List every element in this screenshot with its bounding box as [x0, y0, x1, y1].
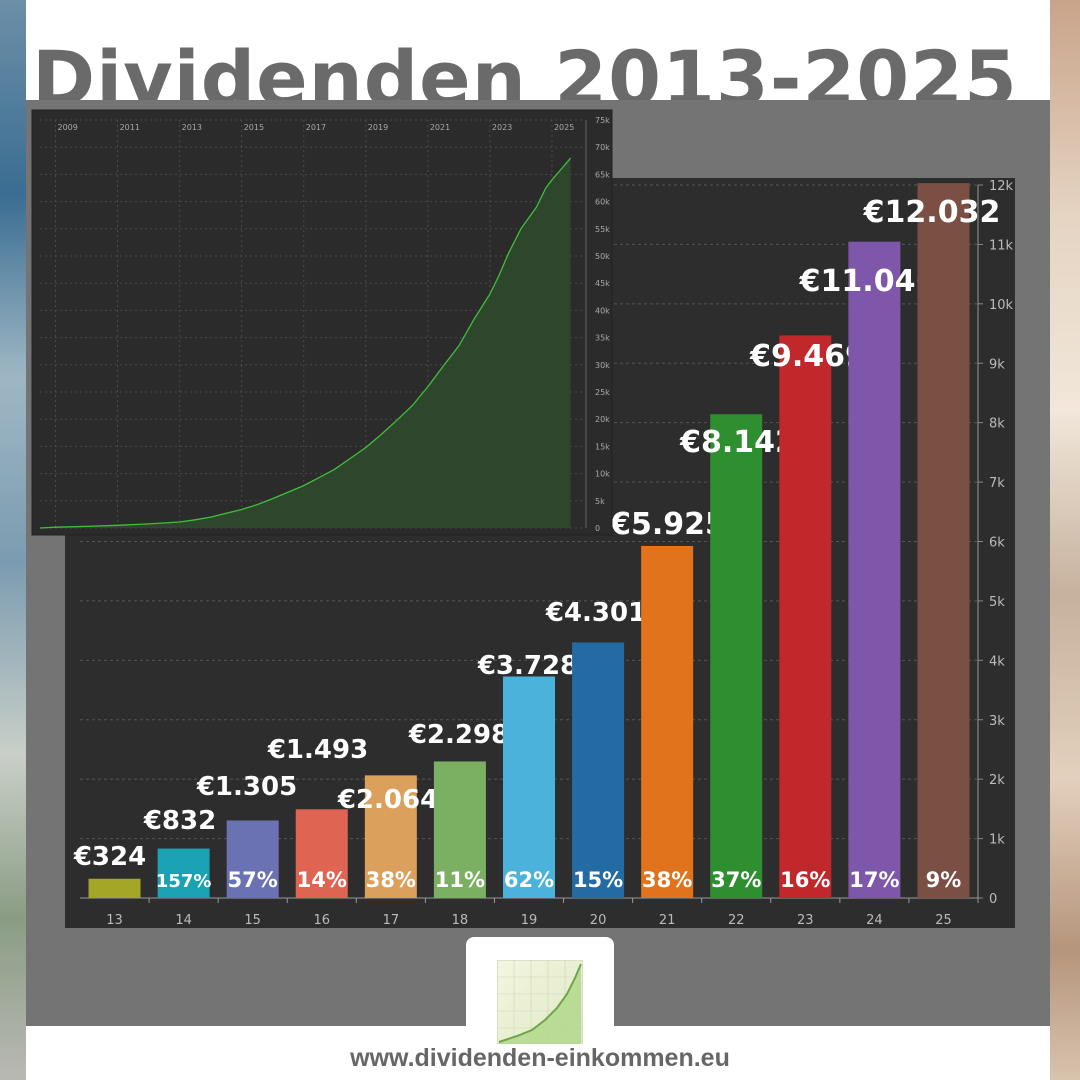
area-y-tick-label: 35k — [595, 334, 610, 343]
value-label: €8.142 — [679, 425, 796, 460]
bar — [364, 775, 417, 898]
bar — [641, 545, 694, 898]
area-y-tick-label: 65k — [595, 170, 610, 179]
y-tick-label: 11k — [989, 238, 1014, 253]
area-chart: 0 5k 10k 15k 20k 25k 30k 35k 40k 45k 50k 55k 60k 65k 7… — [31, 109, 613, 536]
x-tick-label: 21 — [659, 913, 676, 928]
x-tick-label: 17 — [383, 913, 400, 928]
x-tick-label: 15 — [244, 913, 261, 928]
growth-label: 9% — [926, 868, 962, 892]
bar — [917, 183, 970, 899]
y-tick-label: 9k — [989, 357, 1005, 372]
growth-label: 16% — [780, 868, 830, 892]
bar — [157, 848, 210, 898]
area-y-tick-label: 75k — [595, 116, 610, 125]
value-label: €11.046 — [799, 264, 937, 299]
area-y-tick-label: 20k — [595, 415, 610, 424]
bar — [779, 335, 832, 899]
x-tick-label: 13 — [106, 913, 123, 928]
y-tick-label: 8k — [989, 417, 1005, 432]
value-label: €5.925 — [609, 507, 726, 542]
x-tick-label: 19 — [521, 913, 538, 928]
value-label: €12.032 — [863, 195, 1001, 230]
area-x-tick-label: 2017 — [306, 123, 326, 132]
bar — [88, 878, 141, 898]
x-tick-label: 25 — [935, 913, 952, 928]
footer-url[interactable]: www.dividenden-einkommen.eu — [350, 1044, 730, 1072]
growth-label: 38% — [642, 868, 692, 892]
growth-label: 14% — [297, 868, 347, 892]
value-label: €2.298 — [408, 720, 509, 750]
value-label: €832 — [143, 806, 216, 836]
bar — [503, 676, 555, 898]
bar — [572, 642, 625, 898]
growth-label: 17% — [849, 868, 899, 892]
value-label: €1.493 — [267, 735, 368, 765]
area-y-tick-label: 10k — [595, 470, 610, 479]
x-tick-label: 23 — [797, 913, 814, 928]
y-tick-label: 12k — [989, 179, 1014, 194]
area-y-tick-label: 15k — [595, 442, 610, 451]
y-tick-label: 0 — [989, 892, 997, 907]
rising-chart-logo-icon — [497, 960, 583, 1044]
area-line — [39, 157, 572, 529]
value-label: €9.469 — [749, 339, 866, 374]
area-x-tick-label: 2023 — [492, 123, 512, 132]
area-x-tick-label: 2021 — [430, 123, 450, 132]
growth-label: 157% — [156, 871, 212, 892]
bar — [226, 820, 279, 898]
bar — [433, 761, 486, 898]
area-fill — [40, 158, 571, 528]
y-tick-label: 7k — [989, 476, 1005, 491]
x-tick-label: 14 — [175, 913, 192, 928]
area-x-tick-label: 2025 — [554, 123, 574, 132]
background-left-strip — [0, 0, 26, 1080]
growth-label: 38% — [366, 868, 416, 892]
area-y-tick-label: 55k — [595, 225, 610, 234]
area-y-tick-label: 0 — [595, 524, 600, 533]
x-tick-label: 22 — [728, 913, 745, 928]
x-tick-label: 24 — [866, 913, 883, 928]
background-right-strip — [1050, 0, 1080, 1080]
area-y-tick-label: 30k — [595, 361, 610, 370]
area-x-tick-label: 2013 — [182, 123, 202, 132]
area-y-tick-label: 25k — [595, 388, 610, 397]
area-y-tick-label: 40k — [595, 306, 610, 315]
area-y-tick-label: 45k — [595, 279, 610, 288]
growth-label: 11% — [435, 868, 485, 892]
value-label: €4.301 — [545, 598, 646, 628]
bar — [710, 414, 763, 898]
y-tick-label: 1k — [989, 833, 1005, 848]
area-x-tick-label: 2009 — [58, 123, 78, 132]
x-tick-label: 16 — [313, 913, 330, 928]
area-x-tick-label: 2011 — [120, 123, 140, 132]
growth-label: 62% — [504, 868, 554, 892]
value-label: €1.305 — [196, 772, 297, 802]
area-x-tick-label: 2015 — [244, 123, 264, 132]
x-tick-label: 18 — [452, 913, 469, 928]
y-tick-label: 3k — [989, 714, 1005, 729]
growth-label: 15% — [573, 868, 623, 892]
bar — [848, 241, 901, 899]
y-tick-label: 5k — [989, 595, 1005, 610]
value-label: €3.728 — [477, 651, 578, 681]
area-y-tick-label: 5k — [595, 497, 605, 506]
value-label: €2.064 — [337, 785, 438, 815]
growth-label: 57% — [228, 868, 278, 892]
area-x-tick-label: 2019 — [368, 123, 388, 132]
y-tick-label: 2k — [989, 773, 1005, 788]
growth-label: 37% — [711, 868, 761, 892]
area-y-tick-label: 70k — [595, 143, 610, 152]
value-label: €324 — [73, 842, 146, 872]
area-y-tick-label: 50k — [595, 252, 610, 261]
y-tick-label: 10k — [989, 298, 1014, 313]
y-tick-label: 4k — [989, 654, 1005, 669]
area-y-tick-label: 60k — [595, 198, 610, 207]
y-tick-label: 6k — [989, 536, 1005, 551]
bar — [295, 809, 348, 898]
x-tick-label: 20 — [590, 913, 607, 928]
